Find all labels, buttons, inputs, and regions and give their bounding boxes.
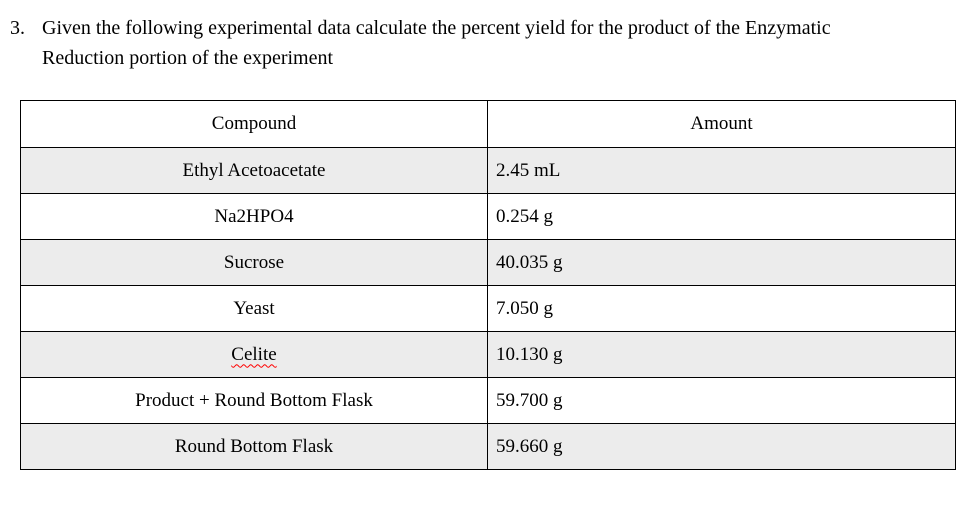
amount-cell: 10.130 g	[487, 331, 956, 378]
header-cell-compound: Compound	[20, 100, 488, 148]
table-row: Sucrose 40.035 g	[20, 239, 956, 286]
header-cell-amount: Amount	[487, 100, 956, 148]
compound-text: Sucrose	[223, 251, 285, 273]
compound-cell: Celite	[20, 331, 488, 378]
compound-text: Yeast	[233, 297, 275, 319]
table-row: Celite 10.130 g	[20, 331, 956, 378]
amount-cell: 0.254 g	[487, 193, 956, 240]
table-row: Yeast 7.050 g	[20, 285, 956, 332]
compound-cell: Round Bottom Flask	[20, 423, 488, 470]
compound-text: Celite	[231, 343, 277, 365]
compound-text: Ethyl Acetoacetate	[182, 159, 326, 181]
amount-cell: 59.660 g	[487, 423, 956, 470]
amount-cell: 59.700 g	[487, 377, 956, 424]
amount-cell: 7.050 g	[487, 285, 956, 332]
amount-cell: 2.45 mL	[487, 147, 956, 194]
compound-cell: Na2HPO4	[20, 193, 488, 240]
question-block: 3. Given the following experimental data…	[10, 13, 860, 73]
table-row: Product + Round Bottom Flask 59.700 g	[20, 377, 956, 424]
compound-cell: Ethyl Acetoacetate	[20, 147, 488, 194]
table-row: Round Bottom Flask 59.660 g	[20, 423, 956, 470]
compound-cell: Product + Round Bottom Flask	[20, 377, 488, 424]
question-text: Given the following experimental data ca…	[42, 17, 831, 69]
compound-text: Round Bottom Flask	[174, 435, 334, 457]
compound-cell: Yeast	[20, 285, 488, 332]
table-row: Ethyl Acetoacetate 2.45 mL	[20, 147, 956, 194]
compound-text: Na2HPO4	[214, 205, 294, 227]
compound-text: Product + Round Bottom Flask	[135, 389, 373, 411]
experimental-data-table: Compound Amount Ethyl Acetoacetate 2.45 …	[20, 100, 956, 470]
question-number: 3.	[10, 17, 25, 39]
table-body: Ethyl Acetoacetate 2.45 mL Na2HPO4 0.254…	[20, 147, 956, 470]
table-row: Na2HPO4 0.254 g	[20, 193, 956, 240]
amount-cell: 40.035 g	[487, 239, 956, 286]
table-header-row: Compound Amount	[20, 100, 956, 148]
compound-cell: Sucrose	[20, 239, 488, 286]
